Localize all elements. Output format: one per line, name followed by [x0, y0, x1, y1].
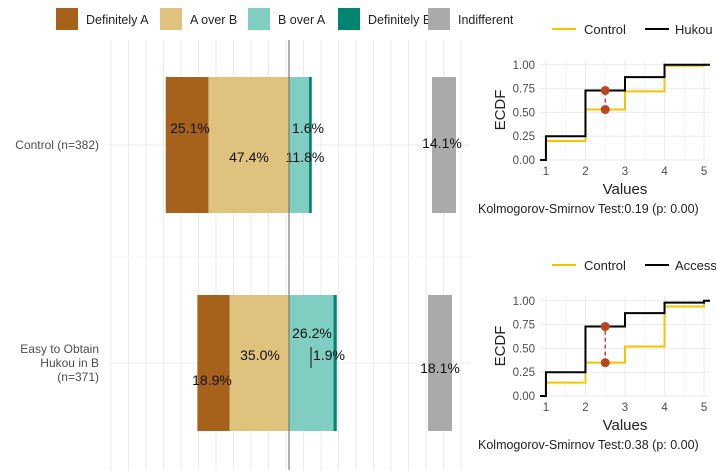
ks-point	[600, 85, 610, 95]
y-tick-label: 0.50	[513, 107, 535, 119]
y-tick-label: 0.75	[513, 84, 535, 96]
y-axis-title: ECDF	[492, 326, 509, 367]
data-label-definitely-b: 1.6%	[292, 120, 324, 136]
x-axis-title: Values	[603, 181, 648, 198]
legend-label-a-over-b: A over B	[190, 13, 237, 27]
legend-swatch-indifferent	[428, 8, 450, 30]
category-label: (n=371)	[57, 370, 99, 384]
legend-swatch-definitely-a	[56, 8, 78, 30]
bar-indifferent	[428, 295, 452, 431]
ecdf-line-access	[540, 299, 710, 397]
bar-definitely-b	[309, 77, 312, 213]
category-label: Control (n=382)	[15, 138, 99, 152]
legend-label-indifferent: Indifferent	[458, 13, 514, 27]
x-tick-label: 1	[543, 402, 549, 414]
data-label-definitely-a: 18.9%	[192, 372, 232, 388]
x-tick-label: 1	[543, 166, 549, 178]
bar-definitely-b	[333, 295, 337, 431]
data-label-definitely-b: 1.9%	[313, 347, 345, 363]
x-tick-label: 2	[582, 402, 588, 414]
legend-label-control: Control	[584, 22, 626, 37]
bar-a-over-b	[229, 295, 289, 431]
data-label-b-over-a: 11.8%	[286, 149, 325, 165]
legend-swatch-b-over-a	[248, 8, 270, 30]
x-tick-label: 4	[661, 166, 668, 178]
bar-definitely-a	[165, 77, 209, 213]
preference-bar-chart: 25.1% 47.4% 11.8% 1.6% 14.1% 18.9% 35.0% 26.2% 1…	[15, 40, 470, 470]
ecdf-line-hukou	[540, 63, 710, 161]
ks-point	[600, 358, 610, 368]
ks-test-caption: Kolmogorov-Smirnov Test:0.19 (p: 0.00)	[478, 202, 699, 216]
y-tick-label: 0.50	[513, 343, 535, 355]
bar-a-over-b	[208, 77, 289, 213]
y-tick-label: 1.00	[513, 296, 535, 308]
ecdf-panel-hukou: Control Hukou 0.00 0.25 0.50 0.75 1.00 1 2 3 4 5 Val…	[478, 22, 713, 216]
y-axis-title: ECDF	[492, 90, 509, 131]
bar-definitely-a	[197, 295, 230, 431]
legend-label-control: Control	[584, 258, 626, 273]
legend-swatch-definitely-b	[338, 8, 360, 30]
ecdf-panel-access: Control Access 0.00 0.25 0.50 0.75 1.00 1 2 3 4 5 Va…	[478, 258, 716, 452]
legend-label-b-over-a: B over A	[278, 13, 326, 27]
category-label: Hukou in B	[40, 356, 99, 370]
x-tick-label: 5	[701, 166, 707, 178]
x-tick-label: 3	[622, 166, 628, 178]
main-legend: Definitely A A over B B over A Definitely B…	[56, 8, 514, 30]
y-tick-label: 0.00	[513, 391, 535, 403]
legend-label-access: Access	[675, 258, 716, 273]
x-axis-title: Values	[603, 417, 648, 434]
legend-swatch-a-over-b	[160, 8, 182, 30]
bar-b-over-a	[289, 77, 310, 213]
bar-indifferent	[432, 77, 456, 213]
legend-label-definitely-b: Definitely B	[368, 13, 431, 27]
y-tick-label: 0.75	[513, 320, 535, 332]
ks-point	[600, 105, 610, 115]
data-label-definitely-a: 25.1%	[170, 120, 210, 136]
data-label-b-over-a: 26.2%	[292, 325, 332, 341]
data-label-a-over-b: 35.0%	[240, 347, 280, 363]
legend-label-definitely-a: Definitely A	[86, 13, 149, 27]
data-label-indifferent: 18.1%	[420, 360, 460, 376]
data-label-a-over-b: 47.4%	[229, 149, 269, 165]
x-tick-label: 3	[622, 402, 628, 414]
y-tick-label: 0.00	[513, 155, 535, 167]
category-label: Easy to Obtain	[20, 342, 99, 356]
x-tick-label: 5	[701, 402, 707, 414]
y-tick-label: 1.00	[513, 60, 535, 72]
y-tick-label: 0.25	[513, 367, 535, 379]
ks-test-caption: Kolmogorov-Smirnov Test:0.38 (p: 0.00)	[478, 438, 699, 452]
legend-label-hukou: Hukou	[675, 22, 713, 37]
y-tick-label: 0.25	[513, 131, 535, 143]
data-label-indifferent: 14.1%	[422, 135, 462, 151]
ks-point	[600, 321, 610, 331]
x-tick-label: 2	[582, 166, 588, 178]
x-tick-label: 4	[661, 402, 668, 414]
